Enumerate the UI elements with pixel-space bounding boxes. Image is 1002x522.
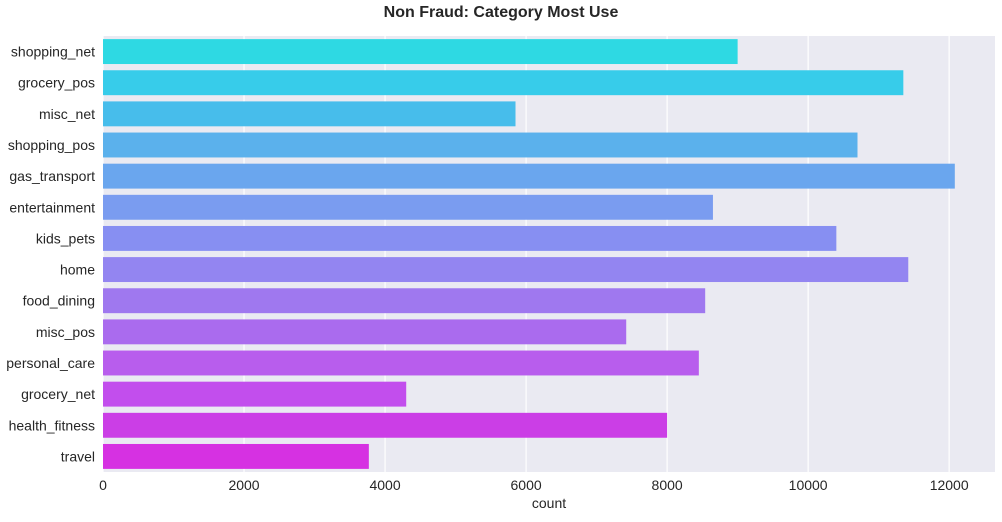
category-label-shopping-net: shopping_net: [11, 44, 95, 60]
bar-misc-pos: [103, 319, 627, 345]
bar-kids-pets: [103, 225, 837, 251]
x-tick-label-3: 6000: [511, 477, 542, 493]
x-tick-label-2: 4000: [369, 477, 400, 493]
bar-misc-net: [103, 101, 516, 127]
category-label-personal-care: personal_care: [6, 355, 95, 371]
category-label-food-dining: food_dining: [23, 293, 95, 309]
x-tick-label-4: 8000: [652, 477, 683, 493]
x-tick-label-5: 10000: [789, 477, 828, 493]
category-label-shopping-pos: shopping_pos: [8, 137, 95, 153]
category-label-entertainment: entertainment: [9, 199, 95, 215]
x-axis-label: count: [532, 495, 566, 511]
category-label-kids-pets: kids_pets: [36, 230, 95, 246]
bar-travel: [103, 443, 369, 469]
bars: [103, 39, 955, 469]
bar-grocery-pos: [103, 70, 904, 96]
bar-personal-care: [103, 350, 699, 376]
bar-grocery-net: [103, 381, 407, 407]
bar-health-fitness: [103, 412, 668, 438]
category-labels: shopping_net grocery_pos misc_net shopping_…: [6, 44, 95, 465]
bar-entertainment: [103, 194, 713, 220]
x-tick-label-0: 0: [99, 477, 107, 493]
chart-title: Non Fraud: Category Most Use: [383, 4, 619, 21]
category-label-health-fitness: health_fitness: [9, 417, 95, 433]
bar-food-dining: [103, 288, 706, 314]
x-tick-label-6: 12000: [930, 477, 969, 493]
bar-home: [103, 257, 909, 283]
category-label-gas-transport: gas_transport: [9, 168, 95, 184]
category-label-grocery-pos: grocery_pos: [18, 75, 95, 91]
x-tick-label-1: 2000: [228, 477, 259, 493]
category-label-travel: travel: [61, 448, 95, 464]
category-label-misc-net: misc_net: [39, 106, 95, 122]
bar-gas-transport: [103, 163, 955, 189]
bar-shopping-net: [103, 39, 738, 65]
x-tick-labels: 0 2000 4000 6000 8000 10000 12000: [99, 477, 969, 493]
category-label-grocery-net: grocery_net: [21, 386, 95, 402]
category-label-home: home: [60, 262, 95, 278]
category-label-misc-pos: misc_pos: [36, 324, 95, 340]
bar-shopping-pos: [103, 132, 858, 158]
